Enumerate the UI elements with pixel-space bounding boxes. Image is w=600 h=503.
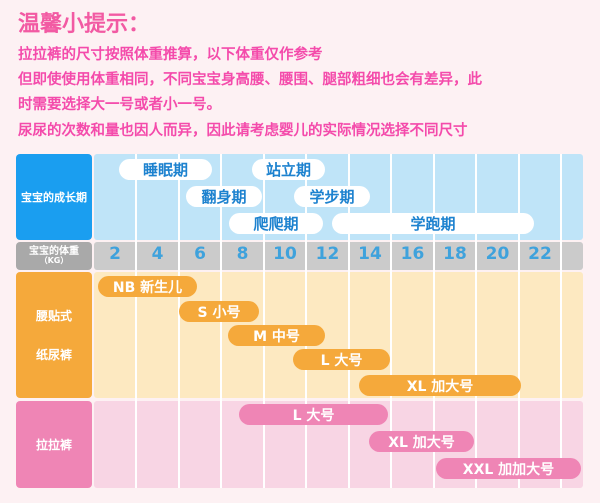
tape-size-bar: L 大号 (293, 349, 390, 370)
tape-label-line2: 纸尿裤 (35, 348, 72, 362)
tape-label-line1: 腰贴式 (35, 309, 72, 323)
weight-tick: 10 (273, 244, 297, 264)
grid-column-divider (305, 154, 307, 488)
pants-label-text: 拉拉裤 (35, 438, 72, 452)
grid-column-divider (135, 154, 137, 488)
grid-column-divider (390, 154, 392, 488)
page-title: 温馨小提示： (18, 12, 151, 37)
tip-line: 尿尿的次数和量也因人而异，因此请考虑婴儿的实际情况选择不同尺寸 (18, 123, 468, 139)
weight-unit: （KG） (39, 256, 69, 266)
weight-label: 宝宝的体重 （KG） (16, 242, 92, 270)
tip-line: 时需要选择大一号或者小一号。 (18, 97, 221, 113)
pants-label: 拉拉裤 (16, 401, 92, 488)
weight-tick: 18 (443, 244, 467, 264)
pants-size-bar: XL 加大号 (369, 431, 474, 452)
grid-column-divider (347, 154, 350, 488)
stage-pill: 学跑期 (332, 213, 534, 234)
tip-line: 但即使使用体重相同，不同宝宝身高腰、腰围、腿部粗细也会有差异，此 (18, 72, 482, 88)
grid-column-divider (262, 154, 265, 488)
tip-line: 拉拉裤的尺寸按照体重推算，以下体重仅作参考 (18, 47, 323, 63)
weight-tick: 4 (151, 244, 164, 264)
weight-tick: 12 (315, 244, 340, 264)
tape-size-bar: NB 新生儿 (98, 276, 197, 297)
grid-column-divider (517, 154, 520, 488)
stage-pill: 睡眠期 (119, 159, 212, 180)
weight-tick: 2 (109, 244, 121, 264)
weight-tick: 6 (194, 244, 206, 264)
stage-pill: 站立期 (252, 159, 325, 180)
grid-column-divider (560, 154, 562, 488)
stage-pill: 翻身期 (186, 186, 262, 207)
stage-pill: 爬爬期 (229, 213, 323, 234)
weight-label-text: 宝宝的体重 (29, 246, 79, 258)
growth-label-text: 宝宝的成长期 (21, 191, 87, 204)
grid-column-divider (475, 154, 477, 488)
pants-size-bar: XXL 加加大号 (436, 458, 581, 479)
grid-column-divider (177, 154, 180, 488)
stage-pill: 学步期 (294, 186, 370, 207)
tape-size-bar: XL 加大号 (359, 375, 521, 396)
pants-size-bar: L 大号 (239, 404, 388, 425)
tape-size-bar: M 中号 (228, 325, 325, 346)
tape-size-bar: S 小号 (179, 301, 259, 322)
weight-tick: 14 (358, 244, 382, 264)
growth-label: 宝宝的成长期 (16, 154, 92, 240)
tape-label: 腰贴式 纸尿裤 (16, 272, 92, 398)
weight-tick: 16 (400, 244, 425, 264)
weight-tick: 8 (236, 244, 249, 264)
grid-column-divider (432, 154, 435, 488)
weight-tick: 22 (528, 244, 552, 264)
weight-tick: 20 (485, 244, 510, 264)
weight-row-bg (94, 242, 583, 270)
